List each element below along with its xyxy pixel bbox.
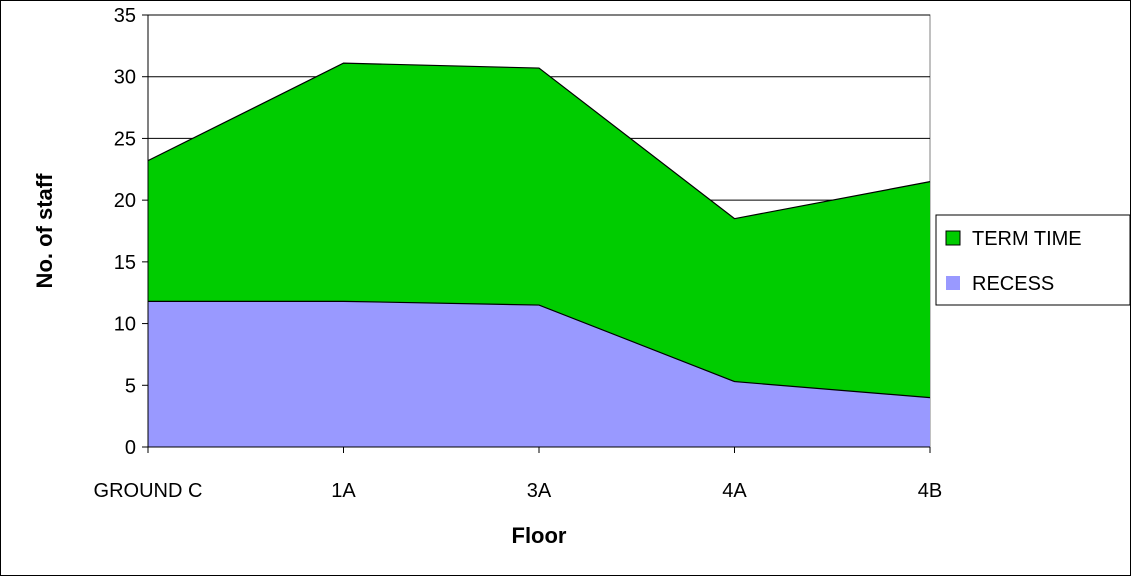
x-tick-labels: GROUND C 1A 3A 4A 4B — [94, 480, 943, 502]
series-recess-area — [148, 301, 930, 447]
x-tick-label: 3A — [527, 480, 552, 502]
x-tick-label: GROUND C — [94, 480, 203, 502]
area-series — [147, 62, 931, 447]
legend-label-recess: RECESS — [972, 273, 1054, 295]
series-recess-line — [148, 300, 931, 399]
y-tick-labels: 0 5 10 15 20 25 30 35 — [114, 5, 136, 459]
y-tick-label: 25 — [114, 128, 136, 150]
series-term-time-area — [148, 63, 930, 398]
series-term-time-line — [147, 62, 931, 220]
x-tick-label: 4A — [722, 480, 747, 502]
y-axis-title: No. of staff — [32, 173, 57, 289]
y-tick-label: 5 — [125, 375, 136, 397]
legend-label-term-time: TERM TIME — [972, 228, 1082, 250]
x-tick-label: 4B — [918, 480, 942, 502]
x-tick-label: 1A — [331, 480, 356, 502]
axes — [142, 14, 931, 453]
legend-swatch-term-time — [945, 230, 961, 246]
y-tick-label: 15 — [114, 252, 136, 274]
y-tick-label: 35 — [114, 5, 136, 27]
y-tick-label: 0 — [125, 437, 136, 459]
legend-box — [935, 214, 1131, 306]
x-axis-title: Floor — [512, 523, 567, 548]
legend: TERM TIME RECESS — [935, 214, 1131, 306]
legend-swatch-recess — [946, 276, 960, 290]
y-tick-label: 30 — [114, 67, 136, 89]
y-tick-label: 20 — [114, 190, 136, 212]
y-tick-label: 10 — [114, 314, 136, 336]
